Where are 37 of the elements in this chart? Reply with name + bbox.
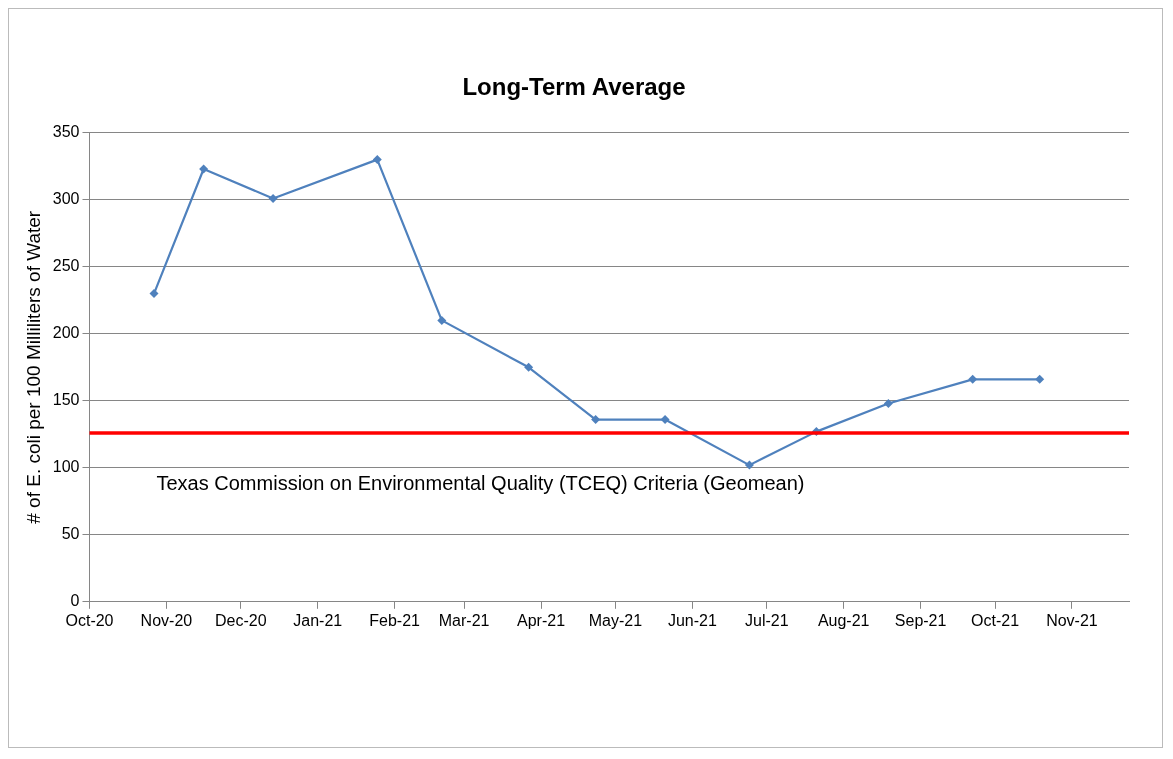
y-tick-label: 150 (52, 391, 80, 409)
y-tick-label: 300 (52, 190, 80, 208)
y-tick-label: 50 (61, 525, 80, 543)
x-tick-label: Sep-21 (894, 611, 947, 629)
x-tick-label: Aug-21 (817, 611, 870, 629)
x-tick-label: Jul-21 (745, 611, 789, 629)
point (1035, 374, 1045, 384)
point (149, 289, 159, 299)
point (268, 193, 278, 203)
point (372, 155, 382, 165)
point (591, 415, 601, 425)
point (744, 460, 754, 470)
x-tick-label: Dec-20 (215, 611, 267, 629)
point (883, 398, 893, 408)
x-tick-label: Nov-20 (140, 611, 193, 629)
x-tick-label: Feb-21 (369, 611, 421, 629)
y-tick-label: 350 (52, 123, 80, 141)
x-tick-label: Jun-21 (667, 611, 717, 629)
y-tick-label: 250 (52, 257, 80, 275)
point (199, 164, 209, 174)
y-tick-label: 0 (70, 592, 80, 610)
y-tick-label: 200 (52, 324, 80, 342)
x-tick-label: Apr-21 (517, 611, 566, 629)
point (660, 415, 670, 425)
chart-title: Long-Term Average (462, 73, 686, 101)
point (968, 374, 978, 384)
x-tick-label: Mar-21 (438, 611, 490, 629)
ref-line-label: Texas Commission on Environmental Quality (TCEQ) Criteria (Geomean) (156, 472, 805, 495)
x-tick-label: Oct-20 (65, 611, 114, 629)
point (437, 315, 447, 325)
x-tick-label: Jan-21 (293, 611, 343, 629)
x-tick-label: Nov-21 (1046, 611, 1098, 629)
point (524, 362, 534, 372)
x-tick-label: May-21 (588, 611, 643, 629)
y-axis-title: # of E. coli per 100 Milliliters of Water (22, 210, 44, 524)
x-tick-label: Oct-21 (971, 611, 1020, 629)
y-tick-label: 100 (52, 458, 80, 476)
